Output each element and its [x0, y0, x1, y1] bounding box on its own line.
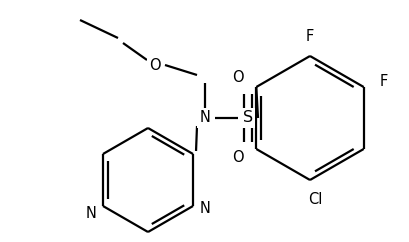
- Text: S: S: [243, 111, 252, 126]
- Text: N: N: [199, 202, 210, 217]
- Text: N: N: [85, 206, 96, 221]
- Text: O: O: [231, 151, 243, 166]
- Text: O: O: [231, 70, 243, 85]
- Text: F: F: [305, 29, 313, 44]
- Text: N: N: [199, 111, 210, 126]
- Text: F: F: [379, 75, 387, 90]
- Text: O: O: [149, 58, 160, 73]
- Text: Cl: Cl: [307, 192, 321, 207]
